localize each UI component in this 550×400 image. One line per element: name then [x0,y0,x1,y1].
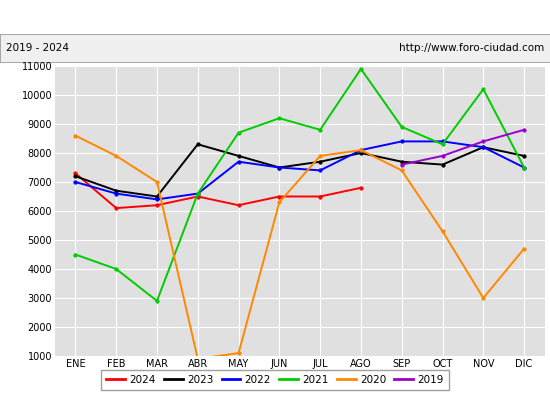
Text: http://www.foro-ciudad.com: http://www.foro-ciudad.com [399,43,544,53]
Text: Evolucion Nº Turistas Nacionales en el municipio de Olot: Evolucion Nº Turistas Nacionales en el m… [87,10,463,24]
Legend: 2024, 2023, 2022, 2021, 2020, 2019: 2024, 2023, 2022, 2021, 2020, 2019 [101,370,449,390]
Text: 2019 - 2024: 2019 - 2024 [6,43,69,53]
